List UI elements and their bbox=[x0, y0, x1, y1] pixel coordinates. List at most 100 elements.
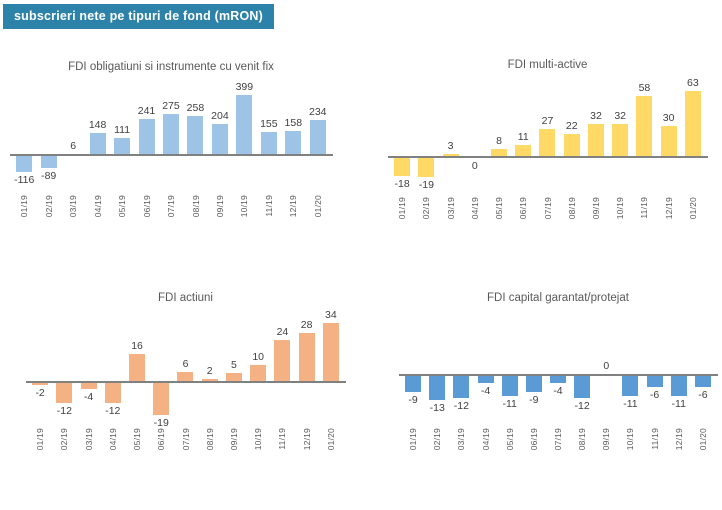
bar bbox=[56, 381, 73, 403]
x-axis-tick: 06/19 bbox=[522, 428, 546, 450]
bar-value-label: 204 bbox=[211, 110, 229, 123]
x-axis-tick-label: 12/19 bbox=[288, 195, 299, 218]
bar bbox=[260, 131, 277, 155]
x-axis-tick: 05/19 bbox=[110, 195, 134, 217]
bar-column: 3 bbox=[438, 90, 462, 180]
bar-value-label: -19 bbox=[153, 417, 169, 430]
x-axis-tick: 12/19 bbox=[295, 428, 319, 450]
bar-column: 2 bbox=[198, 323, 222, 417]
bar-value-label: 11 bbox=[517, 131, 529, 144]
x-axis-tick: 05/19 bbox=[487, 197, 511, 219]
bar-column: -12 bbox=[570, 311, 594, 412]
bar-value-label: 34 bbox=[325, 308, 337, 321]
x-axis-line bbox=[26, 380, 346, 383]
bar-column: 34 bbox=[319, 309, 343, 417]
bar bbox=[177, 371, 194, 382]
plot-area: -18 -19 3 0 8 11 27 22 32 32 58 30 63 bbox=[388, 77, 708, 191]
bar-value-label: -11 bbox=[623, 398, 638, 411]
x-axis-tick: 05/19 bbox=[125, 428, 149, 450]
bar-value-label: -18 bbox=[394, 177, 410, 190]
bar bbox=[694, 374, 711, 387]
bar-value-label: -9 bbox=[529, 394, 539, 407]
x-axis-tick: 07/19 bbox=[546, 428, 570, 450]
bar-value-label: 158 bbox=[284, 117, 303, 130]
bar-value-label: -12 bbox=[56, 404, 72, 417]
x-axis-tick: 01/19 bbox=[390, 197, 414, 219]
bar-column: -11 bbox=[618, 311, 642, 410]
x-axis-labels: 01/19 02/19 03/19 04/19 05/19 06/19 07/19 08/19… bbox=[401, 428, 715, 450]
x-axis-tick: 02/19 bbox=[36, 195, 60, 217]
x-axis-tick: 03/19 bbox=[61, 195, 85, 217]
bar bbox=[236, 95, 253, 155]
bar-value-label: -12 bbox=[105, 404, 121, 417]
x-axis-tick-label: 04/19 bbox=[92, 195, 103, 218]
report-title-bar: subscrieri nete pe tipuri de fond (mRON) bbox=[3, 4, 274, 29]
bar-column: -89 bbox=[36, 95, 60, 182]
x-axis-tick-label: 08/19 bbox=[577, 428, 588, 451]
bar bbox=[515, 145, 532, 157]
x-axis-tick-label: 08/19 bbox=[204, 428, 215, 451]
bar-column: 6 bbox=[61, 95, 85, 173]
x-axis-tick-label: 03/19 bbox=[83, 428, 94, 451]
chart-fdi-capital-garantat: FDI capital garantat/protejat -9 -13 -12 -4… bbox=[361, 282, 722, 508]
bar-value-label: 22 bbox=[565, 119, 578, 132]
bar-column: 30 bbox=[657, 90, 681, 180]
bar-value-label: 241 bbox=[137, 104, 156, 117]
bar-column: 0 bbox=[594, 311, 618, 402]
x-axis-tick-label: 01/19 bbox=[35, 428, 46, 451]
bar bbox=[40, 155, 57, 169]
bar bbox=[285, 131, 302, 155]
plot-area: -2 -12 -4 -12 16 -19 6 2 5 10 24 28 34 bbox=[26, 309, 346, 429]
bar-value-label: -11 bbox=[502, 398, 517, 411]
x-axis-tick-label: 03/19 bbox=[68, 195, 79, 218]
bar-column: -6 bbox=[643, 311, 667, 402]
x-axis-tick: 12/19 bbox=[667, 428, 691, 450]
x-axis-tick-label: 02/19 bbox=[59, 428, 70, 451]
chart-fdi-obligatiuni: FDI obligatiuni si instrumente cu venit … bbox=[0, 45, 361, 271]
bar-value-label: 3 bbox=[447, 139, 454, 152]
bar bbox=[636, 96, 653, 157]
bar-value-label: 258 bbox=[186, 102, 205, 115]
bar bbox=[539, 128, 556, 157]
x-axis-tick-label: 10/19 bbox=[625, 428, 636, 451]
x-axis-tick-label: 01/20 bbox=[312, 195, 323, 218]
x-axis-tick-label: 01/19 bbox=[397, 197, 408, 220]
x-axis-tick-label: 05/19 bbox=[117, 195, 128, 218]
x-axis-tick: 11/19 bbox=[643, 428, 667, 450]
x-axis-tick: 06/19 bbox=[134, 195, 158, 217]
x-axis-tick-label: 02/19 bbox=[421, 197, 432, 220]
x-axis-tick: 09/19 bbox=[584, 197, 608, 219]
x-axis-tick: 04/19 bbox=[85, 195, 109, 217]
x-axis-tick-label: 01/19 bbox=[408, 428, 419, 451]
bar-value-label: 0 bbox=[603, 359, 610, 372]
x-axis-tick-label: 12/19 bbox=[663, 197, 674, 220]
chart-fdi-actiuni: FDI actiuni -2 -12 -4 -12 16 -19 6 2 5 10 24 28 34 0… bbox=[0, 282, 361, 508]
x-axis-tick: 11/19 bbox=[632, 197, 656, 219]
bar bbox=[138, 118, 155, 155]
bar-column: 148 bbox=[85, 95, 109, 173]
bar-column: 8 bbox=[487, 90, 511, 180]
bar bbox=[442, 153, 459, 157]
x-axis-tick-label: 03/19 bbox=[445, 197, 456, 220]
chart-title: FDI actiuni bbox=[158, 292, 213, 304]
bar-value-label: 2 bbox=[206, 364, 213, 377]
x-axis-tick: 08/19 bbox=[570, 428, 594, 450]
bar bbox=[549, 374, 566, 383]
x-axis-tick-label: 07/19 bbox=[542, 197, 553, 220]
x-axis-tick: 07/19 bbox=[535, 197, 559, 219]
bar-column: -12 bbox=[101, 323, 125, 417]
x-axis-tick: 09/19 bbox=[222, 428, 246, 450]
bar-value-label: -4 bbox=[83, 390, 94, 403]
x-axis-tick-label: 07/19 bbox=[166, 195, 177, 218]
bar-column: -6 bbox=[691, 311, 715, 402]
x-axis-tick: 10/19 bbox=[246, 428, 270, 450]
bar-value-label: -4 bbox=[553, 384, 563, 397]
bar bbox=[129, 354, 146, 382]
x-axis-tick-label: 02/19 bbox=[432, 428, 443, 451]
bar bbox=[660, 125, 677, 157]
x-axis-tick-label: 05/19 bbox=[504, 428, 515, 451]
x-axis-tick: 01/20 bbox=[306, 195, 330, 217]
bar-column: -18 bbox=[390, 90, 414, 190]
bar bbox=[418, 156, 435, 177]
